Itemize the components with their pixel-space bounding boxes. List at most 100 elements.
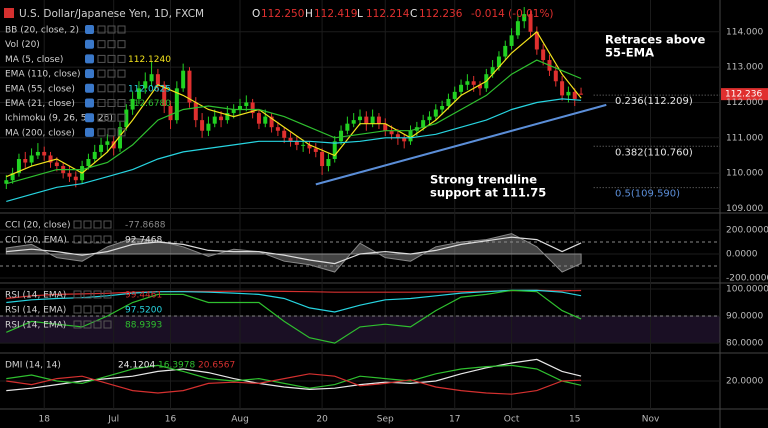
y-tick-label: 113.000 — [726, 63, 763, 73]
candle-body — [402, 137, 407, 142]
legend-icon — [103, 220, 112, 229]
legend-icon — [85, 127, 94, 137]
candle-body — [534, 31, 539, 50]
quote-key: L — [357, 8, 363, 20]
candle-body — [29, 155, 34, 163]
candle-body — [212, 116, 217, 124]
candle-body — [275, 127, 280, 131]
candle-body — [99, 144, 104, 152]
y-tick-label: 109.000 — [726, 204, 763, 214]
legend-label: RSI (14, EMA) — [5, 291, 66, 301]
legend-label: CCI (20, EMA) — [5, 236, 67, 246]
legend-icon — [85, 25, 94, 34]
legend-icon — [107, 40, 116, 49]
fib-label: 0.236(112.209) — [615, 96, 693, 107]
legend-icon — [103, 305, 112, 314]
legend-value: 16.3978 — [158, 361, 195, 371]
y-tick-label: 80.0000 — [726, 339, 763, 349]
candle-body — [339, 130, 344, 142]
legend-value: 20.6567 — [198, 361, 235, 371]
legend-icon — [107, 69, 116, 78]
candle-body — [376, 116, 381, 124]
y-tick-label: 90.0000 — [726, 312, 763, 322]
legend-label: Vol (20) — [5, 40, 40, 50]
candle-body — [459, 84, 464, 92]
legend-icon — [103, 320, 112, 329]
x-tick-label: Aug — [231, 415, 249, 425]
legend-label: EMA (21, close) — [5, 99, 75, 109]
legend-icon — [93, 220, 102, 229]
candle-body — [313, 148, 318, 152]
legend-icon — [103, 235, 112, 244]
candle-body — [301, 144, 306, 146]
candle-body — [193, 102, 198, 121]
candle-body — [383, 123, 388, 131]
legend-icon — [117, 84, 126, 93]
candle-body — [73, 176, 78, 181]
legend-icon — [103, 290, 112, 299]
candle-body — [471, 81, 476, 85]
candle-body — [118, 127, 122, 149]
candle-body — [42, 151, 47, 156]
candle-body — [572, 91, 577, 99]
legend-icon — [107, 25, 116, 34]
last-price-badge — [721, 88, 768, 101]
legend-value: 88.9393 — [125, 321, 162, 331]
candle-body — [16, 159, 21, 174]
legend-icon — [117, 113, 126, 122]
legend-icon — [117, 54, 126, 63]
candle-body — [187, 70, 192, 103]
legend-icon — [85, 69, 94, 79]
quote-value: 112.419 — [314, 8, 357, 20]
x-tick-label: Sep — [377, 415, 394, 425]
candle-body — [35, 151, 40, 156]
candle-body — [421, 120, 426, 128]
legend-icon — [97, 128, 106, 137]
candle-body — [54, 162, 59, 167]
candle-body — [433, 109, 438, 117]
candle-body — [326, 159, 331, 167]
candle-body — [282, 130, 287, 138]
x-tick-label: Oct — [504, 415, 520, 425]
legend-label: CCI (20, close) — [5, 221, 70, 231]
legend-icon — [73, 290, 82, 299]
candle-body — [23, 159, 28, 163]
candle-body — [478, 84, 482, 89]
candle-body — [67, 173, 72, 177]
candle-body — [566, 91, 571, 96]
candle-body — [244, 102, 249, 106]
legend-icon — [73, 235, 82, 244]
candle-body — [105, 141, 110, 145]
quote-value: 112.214 — [366, 8, 410, 20]
y-tick-label: 20.0000 — [726, 377, 763, 387]
candle-body — [294, 141, 299, 145]
y-tick-label: 111.000 — [726, 133, 763, 143]
y-tick-label: 110.000 — [726, 169, 763, 179]
symbol-icon — [4, 8, 14, 18]
legend-icon — [107, 99, 116, 107]
candle-body — [370, 116, 375, 124]
legend-icon — [73, 305, 82, 314]
chart-title: U.S. Dollar/Japanese Yen, 1D, FXCM — [19, 8, 204, 20]
candle-body — [92, 151, 97, 159]
legend-icon — [85, 98, 94, 108]
legend-label: EMA (55, close) — [5, 84, 75, 94]
x-tick-label: Jul — [107, 415, 119, 425]
candle-body — [490, 67, 495, 75]
annotation: 55-EMA — [605, 46, 654, 60]
legend-label: MA (5, close) — [5, 55, 63, 65]
y-tick-label: 100.0000 — [726, 285, 768, 295]
legend-icon — [73, 320, 82, 329]
candle-body — [358, 116, 362, 121]
candle-body — [522, 14, 527, 22]
legend-value: 112.6780 — [128, 99, 171, 109]
legend-icon — [85, 83, 94, 93]
candle-body — [465, 81, 470, 85]
candle-body — [130, 98, 135, 110]
legend-label: RSI (14, EMA) — [5, 321, 66, 331]
y-tick-label: 200.0000 — [726, 225, 768, 235]
candle-body — [4, 180, 9, 184]
